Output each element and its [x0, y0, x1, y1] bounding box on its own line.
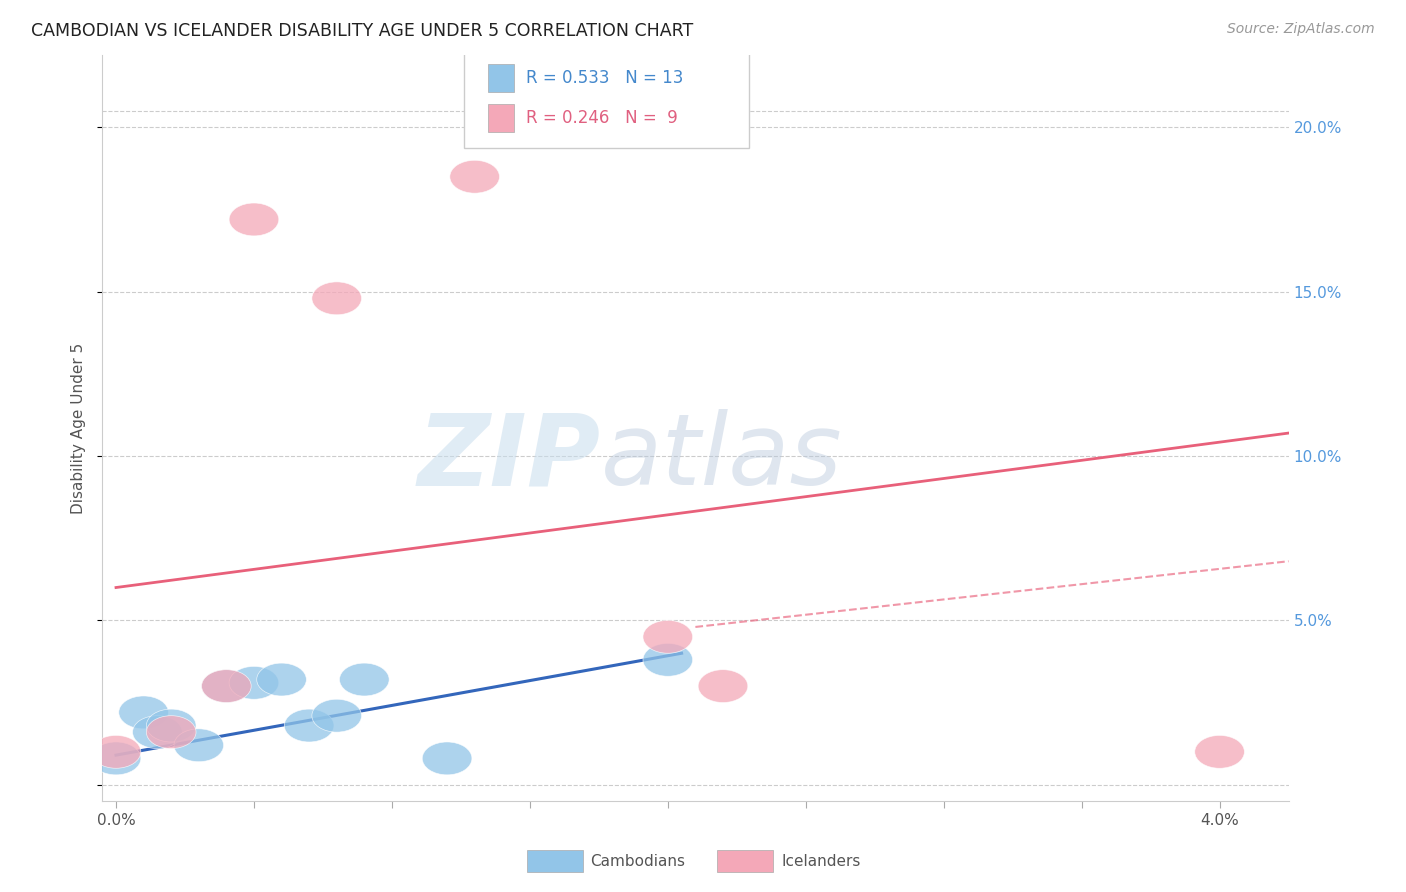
- Ellipse shape: [257, 663, 307, 696]
- Text: atlas: atlas: [600, 409, 842, 507]
- Ellipse shape: [132, 715, 183, 748]
- Ellipse shape: [174, 729, 224, 762]
- FancyBboxPatch shape: [488, 103, 513, 132]
- Ellipse shape: [284, 709, 335, 742]
- Ellipse shape: [201, 670, 252, 703]
- Text: Source: ZipAtlas.com: Source: ZipAtlas.com: [1227, 22, 1375, 37]
- Ellipse shape: [146, 715, 195, 748]
- Text: R = 0.533   N = 13: R = 0.533 N = 13: [526, 70, 683, 87]
- Text: Cambodians: Cambodians: [591, 855, 686, 869]
- Ellipse shape: [229, 203, 278, 235]
- Ellipse shape: [1195, 735, 1244, 768]
- Ellipse shape: [91, 742, 141, 775]
- Ellipse shape: [229, 666, 278, 699]
- Text: CAMBODIAN VS ICELANDER DISABILITY AGE UNDER 5 CORRELATION CHART: CAMBODIAN VS ICELANDER DISABILITY AGE UN…: [31, 22, 693, 40]
- Ellipse shape: [312, 699, 361, 732]
- Text: Icelanders: Icelanders: [782, 855, 860, 869]
- Ellipse shape: [146, 709, 195, 742]
- Ellipse shape: [643, 621, 693, 653]
- Ellipse shape: [339, 663, 389, 696]
- Text: R = 0.246   N =  9: R = 0.246 N = 9: [526, 109, 678, 127]
- FancyBboxPatch shape: [488, 64, 513, 93]
- Ellipse shape: [643, 643, 693, 676]
- Ellipse shape: [422, 742, 472, 775]
- Ellipse shape: [699, 670, 748, 703]
- Ellipse shape: [118, 696, 169, 729]
- Ellipse shape: [450, 161, 499, 194]
- Ellipse shape: [201, 670, 252, 703]
- Text: ZIP: ZIP: [418, 409, 600, 507]
- Ellipse shape: [312, 282, 361, 315]
- Ellipse shape: [91, 735, 141, 768]
- FancyBboxPatch shape: [464, 47, 749, 148]
- Y-axis label: Disability Age Under 5: Disability Age Under 5: [72, 343, 86, 514]
